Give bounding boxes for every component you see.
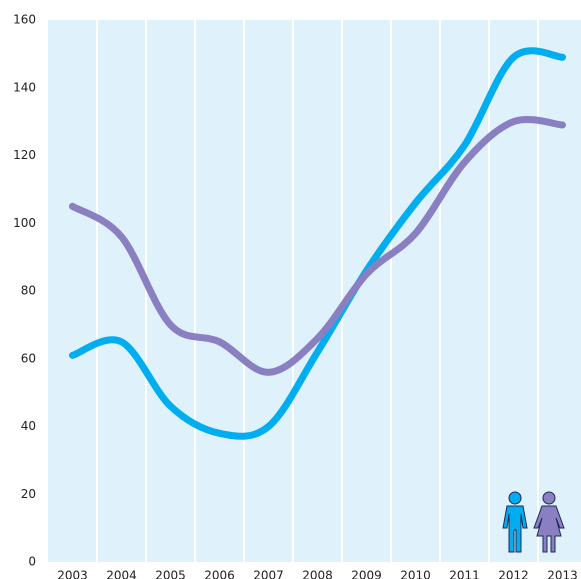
x-tick-label: 2012 xyxy=(498,569,529,579)
series-line xyxy=(69,47,566,440)
y-tick-label: 140 xyxy=(13,80,36,94)
y-tick-label: 60 xyxy=(21,351,36,365)
woman-icon xyxy=(533,491,565,553)
grid xyxy=(96,20,539,562)
y-tick-label: 160 xyxy=(13,13,36,27)
man-icon xyxy=(502,491,528,553)
y-tick-label: 100 xyxy=(13,216,36,230)
x-tick-label: 2003 xyxy=(57,569,88,579)
lines xyxy=(69,47,566,440)
x-tick-label: 2008 xyxy=(302,569,333,579)
series-line xyxy=(69,115,566,376)
y-tick-label: 0 xyxy=(28,555,36,569)
x-tick-label: 2007 xyxy=(253,569,284,579)
x-tick-label: 2009 xyxy=(351,569,382,579)
x-tick-label: 2010 xyxy=(400,569,431,579)
y-tick-label: 40 xyxy=(21,419,36,433)
x-tick-label: 2005 xyxy=(155,569,186,579)
x-tick-label: 2006 xyxy=(204,569,235,579)
y-tick-label: 20 xyxy=(21,487,36,501)
plot-background xyxy=(48,20,581,562)
x-tick-label: 2013 xyxy=(547,569,578,579)
x-tick-label: 2011 xyxy=(449,569,480,579)
y-tick-label: 80 xyxy=(21,284,36,298)
y-tick-label: 120 xyxy=(13,148,36,162)
x-tick-label: 2004 xyxy=(106,569,137,579)
legend-icons xyxy=(502,491,565,553)
